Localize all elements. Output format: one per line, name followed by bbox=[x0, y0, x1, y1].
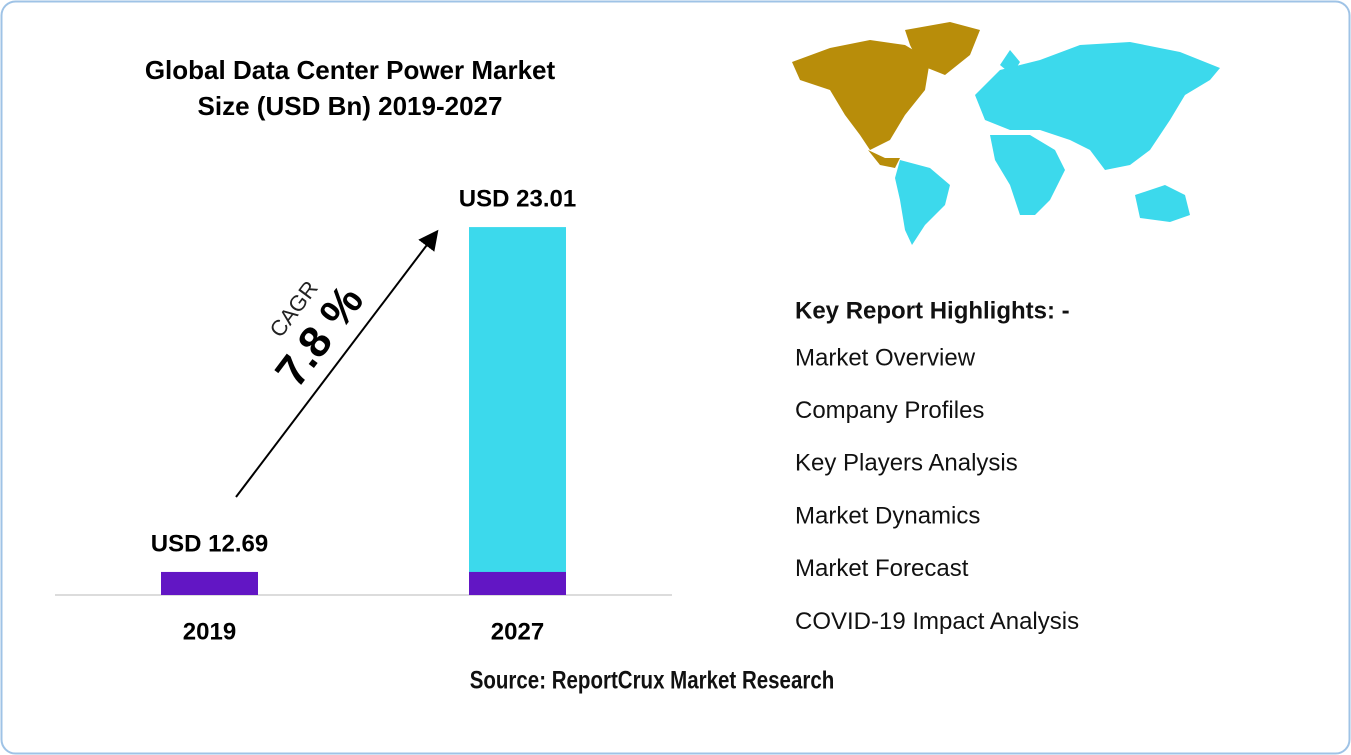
bar bbox=[161, 571, 258, 595]
x-tick-label: 2027 bbox=[491, 618, 544, 645]
source: Source: ReportCrux Market Research bbox=[470, 666, 835, 694]
bar bbox=[469, 227, 566, 595]
value-label: USD 23.01 bbox=[459, 185, 576, 212]
world-map bbox=[792, 22, 1220, 245]
highlights-title: Key Report Highlights: - bbox=[795, 297, 1070, 324]
bar-base bbox=[469, 571, 566, 595]
highlight-item: Market Dynamics bbox=[795, 502, 980, 529]
highlight-item: COVID-19 Impact Analysis bbox=[795, 608, 1079, 635]
highlight-item: Market Overview bbox=[795, 344, 976, 371]
chart-title: Size (USD Bn) 2019-2027 bbox=[198, 91, 503, 121]
highlight-item: Company Profiles bbox=[795, 397, 984, 424]
highlight-item: Market Forecast bbox=[795, 555, 969, 582]
cagr-arrow bbox=[235, 229, 439, 498]
highlight-item: Key Players Analysis bbox=[795, 450, 1018, 477]
value-label: USD 12.69 bbox=[151, 530, 268, 557]
chart-title: Global Data Center Power Market bbox=[145, 55, 556, 85]
x-tick-label: 2019 bbox=[183, 618, 236, 645]
